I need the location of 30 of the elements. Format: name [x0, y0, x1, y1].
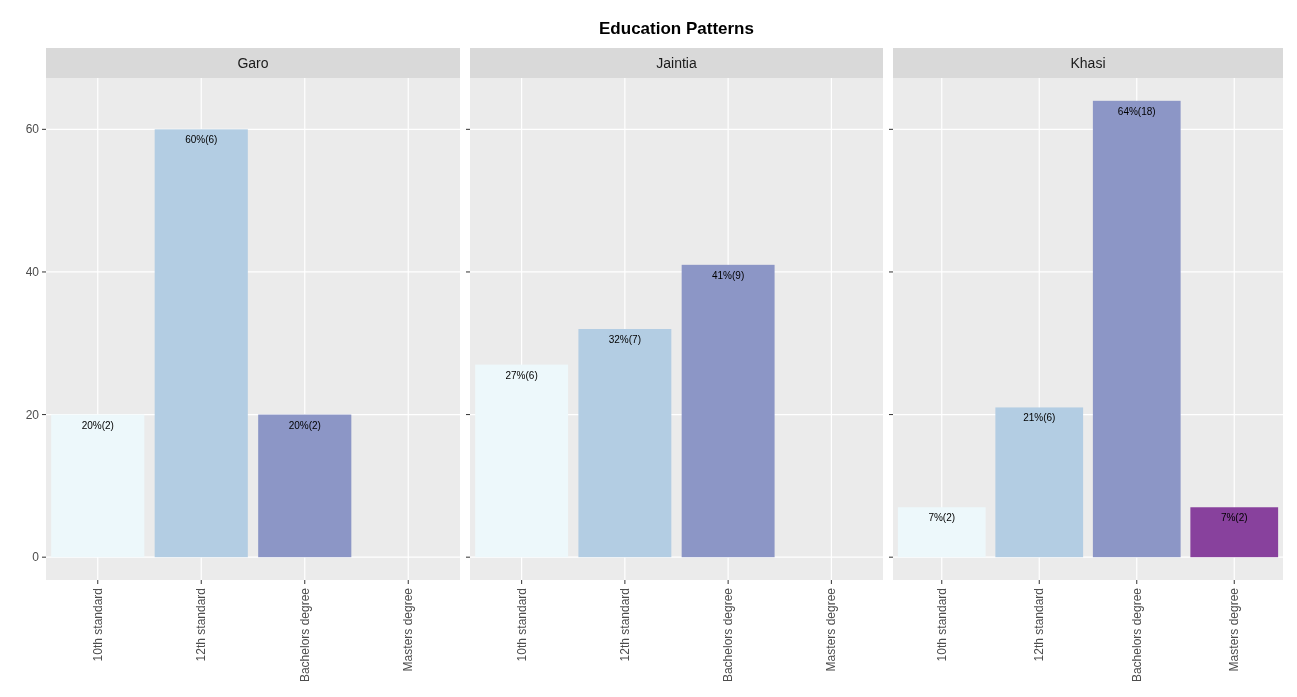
x-tick-label: 12th standard: [1032, 588, 1047, 662]
data-label: 60%(6): [185, 134, 218, 146]
x-tick-label: Masters degree: [401, 587, 416, 672]
x-tick-label: 12th standard: [617, 588, 632, 662]
data-label: 7%(2): [928, 512, 956, 524]
chart-title: Education Patterns: [599, 19, 754, 38]
y-tick-label: 60: [25, 122, 40, 137]
data-label: 21%(6): [1023, 412, 1056, 424]
x-tick-label: Masters degree: [1227, 587, 1242, 672]
chart-subtitle: Jaintia: [656, 55, 697, 71]
x-tick-label: 10th standard: [934, 588, 949, 662]
data-label: 27%(6): [505, 369, 538, 381]
x-tick-label: 10th standard: [90, 588, 105, 662]
x-tick-label: Masters degree: [824, 587, 839, 672]
x-tick-label: Bachelors degree: [297, 587, 312, 683]
y-tick-label: 40: [25, 264, 40, 279]
x-tick-label: Bachelors degree: [1129, 587, 1144, 683]
data-label: 32%(7): [608, 334, 641, 345]
x-tick-label: 12th standard: [194, 588, 209, 662]
data-label: 7%(2): [1220, 512, 1248, 524]
chart-subtitle: Khasi: [1070, 55, 1106, 71]
x-tick-label: Bachelors degree: [721, 587, 736, 683]
data-label: 20%(2): [81, 419, 114, 431]
y-tick-label: 0: [32, 550, 40, 565]
x-tick-label: 10th standard: [514, 588, 529, 662]
y-tick-label: 20: [25, 407, 40, 422]
data-label: 41%(9): [712, 269, 745, 281]
data-label: 20%(2): [288, 419, 321, 431]
data-label: 64%(18): [1117, 105, 1156, 117]
chart-subtitle: Garo: [237, 55, 269, 71]
